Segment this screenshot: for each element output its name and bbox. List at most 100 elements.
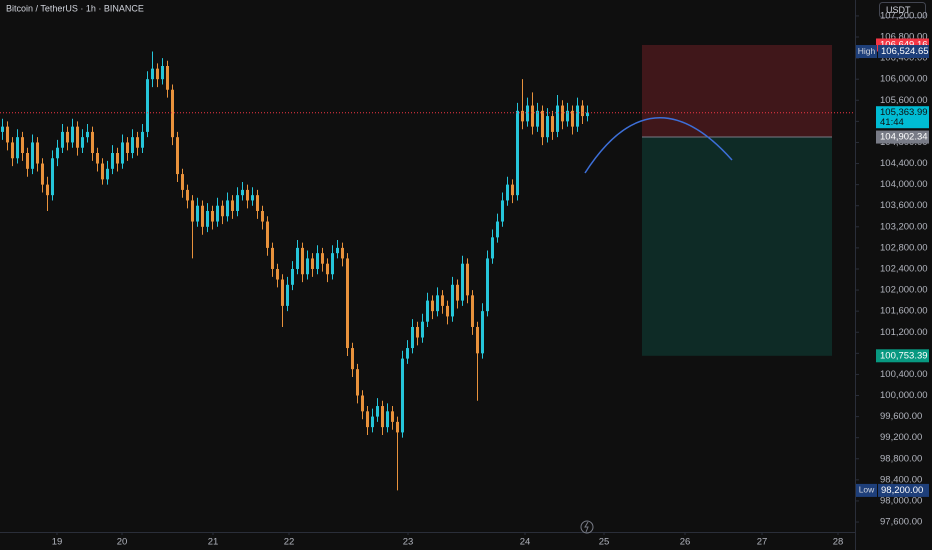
candle-body [51, 158, 54, 196]
candle-body [301, 247, 304, 275]
candle-body [566, 110, 569, 122]
candle-body [331, 253, 334, 275]
candle-body [571, 110, 574, 127]
candle-body [461, 263, 464, 301]
candle-body [581, 105, 584, 117]
high-label: 106,524.65 [881, 46, 929, 57]
candle-body [291, 268, 294, 285]
candle-body [156, 68, 159, 80]
candle-body [586, 112, 589, 117]
candle-body [526, 105, 529, 122]
x-tick-label: 21 [208, 537, 219, 548]
candle-body [576, 105, 579, 127]
candle-body [406, 348, 409, 359]
candle-body [391, 411, 394, 422]
candle-body [271, 247, 274, 269]
candle-body [71, 126, 74, 143]
candle-body [446, 305, 449, 317]
x-tick-label: 27 [757, 537, 768, 548]
replay-icon[interactable] [580, 520, 594, 534]
candle-body [101, 163, 104, 180]
candle-body [346, 258, 349, 349]
candle-body [341, 247, 344, 259]
candle-body [76, 126, 79, 148]
candle-body [186, 189, 189, 201]
candle-body [266, 221, 269, 248]
candle-body [241, 189, 244, 196]
x-tick-label: 23 [403, 537, 414, 548]
candle-body [56, 147, 59, 159]
candle-body [496, 221, 499, 238]
y-tick-label: 98,000.00 [880, 495, 922, 506]
candle-body [421, 321, 424, 338]
candle-body [486, 258, 489, 312]
candle-body [256, 195, 259, 211]
candle-body [371, 416, 374, 428]
candle-body [326, 263, 329, 275]
candle-body [381, 406, 384, 428]
currency-button[interactable] [879, 2, 926, 18]
candle-body [276, 268, 279, 280]
candle-body [206, 210, 209, 227]
candle-body [116, 152, 119, 164]
candle-body [211, 210, 214, 222]
candle-body [86, 131, 89, 138]
candle-body [121, 142, 124, 164]
low-tag-box [856, 483, 877, 497]
x-tick-label: 25 [599, 537, 610, 548]
candle-body [536, 110, 539, 127]
candle-body [361, 395, 364, 412]
candle-body [321, 253, 324, 264]
candle-body [161, 66, 164, 80]
candle-body [561, 105, 564, 122]
stop-label: 106,649.16 [880, 39, 928, 50]
candle-body [466, 263, 469, 296]
x-tick-label: 24 [520, 537, 531, 548]
candle-body [431, 300, 434, 312]
candle-body [416, 326, 419, 338]
y-tick-label: 106,800.00 [880, 32, 928, 43]
entry-label-box [876, 130, 929, 144]
candle-body [531, 105, 534, 127]
x-tick-label: 22 [284, 537, 295, 548]
candle-body [476, 326, 479, 354]
candle-body [481, 311, 484, 354]
currency[interactable]: USDT [886, 5, 911, 15]
candle-body [426, 300, 429, 322]
candle-body [261, 210, 264, 222]
x-tick-label: 26 [680, 537, 691, 548]
candle-body [491, 237, 494, 259]
candle-body [311, 258, 314, 269]
high-label-box [878, 45, 929, 59]
y-tick-label: 99,200.00 [880, 432, 922, 443]
low-label: 98,200.00 [881, 485, 923, 496]
candle-body [166, 66, 169, 90]
candle-body [221, 205, 224, 217]
candle-body [441, 295, 444, 306]
candle-body [226, 200, 229, 217]
candle-body [411, 326, 414, 349]
y-tick-label: 104,000.00 [880, 179, 928, 190]
candle-body [296, 247, 299, 269]
candle-body [541, 110, 544, 138]
y-tick-label: 105,600.00 [880, 95, 928, 106]
candle-body [246, 189, 249, 201]
low-tag: Low [859, 485, 875, 495]
y-tick-label: 101,600.00 [880, 306, 928, 317]
candle-body [471, 295, 474, 327]
y-tick-label: 101,200.00 [880, 327, 928, 338]
candle-body [451, 284, 454, 317]
candle-body [26, 152, 29, 169]
candle-body [386, 411, 389, 428]
candle-body [501, 200, 504, 222]
candle-body [176, 137, 179, 175]
countdown: 41:44 [880, 117, 904, 128]
x-tick-label: 19 [52, 537, 63, 548]
high-tag: High [858, 46, 876, 56]
y-tick-label: 103,600.00 [880, 200, 928, 211]
low-label-box [878, 483, 929, 497]
candle-body [136, 137, 139, 148]
y-tick-label: 102,000.00 [880, 285, 928, 296]
replay-icon-bolt [584, 521, 589, 533]
candle-body [376, 406, 379, 417]
